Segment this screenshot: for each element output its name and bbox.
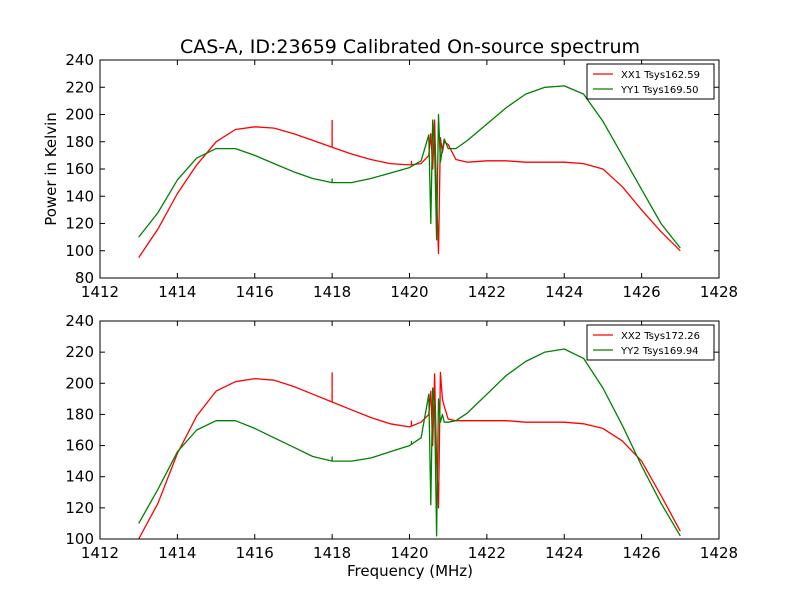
x-tick-label: 1412 [81,544,119,562]
series-line-yy1 [138,85,681,249]
x-tick-label: 1416 [236,544,274,562]
x-tick-label: 1414 [158,544,196,562]
x-tick-label: 1412 [81,283,119,301]
y-tick-label: 180 [65,133,94,151]
y-tick-label: 220 [65,343,94,361]
legend: XX2 Tsys172.26 YY2 Tsys169.94 [586,324,715,361]
x-tick-label: 1420 [390,283,428,301]
chart-panel-2: 1412 1414 1416 1418 1420 1422 1424 1426 1428 100 1… [65,312,738,562]
legend-box [586,324,715,361]
x-tick-label: 1422 [468,283,506,301]
y-tick-label: 140 [65,468,94,486]
x-tick-label: 1418 [313,544,351,562]
x-tick-label: 1422 [468,544,506,562]
y-tick-label: 240 [65,312,94,330]
x-tick-label: 1424 [545,544,583,562]
series-line-xx2 [138,371,681,539]
y-tick-label: 120 [65,499,94,517]
y-tick-label: 160 [65,437,94,455]
panels: 1412 1414 1416 1418 1420 1422 1424 1426 1428 80 10… [65,51,738,562]
y-tick-label: 220 [65,78,94,96]
y-tick-label: 160 [65,160,94,178]
chart-title: CAS-A, ID:23659 Calibrated On-source spe… [180,36,640,58]
y-tick-label: 100 [65,530,94,548]
y-tick-label: 180 [65,405,94,423]
y-tick-label: 120 [65,215,94,233]
x-tick-label: 1426 [623,283,661,301]
y-tick-label: 200 [65,374,94,392]
y-axis-label: Power in Kelvin [42,112,60,226]
x-tick-label: 1428 [700,544,738,562]
legend-entry-label: YY2 Tsys169.94 [620,346,699,357]
y-tick-label: 200 [65,106,94,124]
legend-entry-label: YY1 Tsys169.50 [620,85,699,96]
x-tick-label: 1414 [158,283,196,301]
series-line-xx1 [138,119,681,258]
x-axis-label: Frequency (MHz) [347,562,473,580]
x-tick-label: 1428 [700,283,738,301]
y-tick-label: 240 [65,51,94,69]
x-tick-label: 1424 [545,283,583,301]
x-tick-label: 1418 [313,283,351,301]
legend-entry-label: XX2 Tsys172.26 [621,331,700,342]
legend: XX1 Tsys162.59 YY1 Tsys169.50 [586,63,715,100]
chart-panel-1: 1412 1414 1416 1418 1420 1422 1424 1426 1428 80 10… [65,51,738,301]
legend-entry-label: XX1 Tsys162.59 [621,70,700,81]
legend-box [586,63,715,100]
y-tick-label: 100 [65,242,94,260]
x-tick-label: 1420 [390,544,428,562]
series-line-yy2 [138,348,681,537]
y-tick-label: 80 [75,269,94,287]
y-tick-label: 140 [65,187,94,205]
x-tick-label: 1416 [236,283,274,301]
x-tick-label: 1426 [623,544,661,562]
